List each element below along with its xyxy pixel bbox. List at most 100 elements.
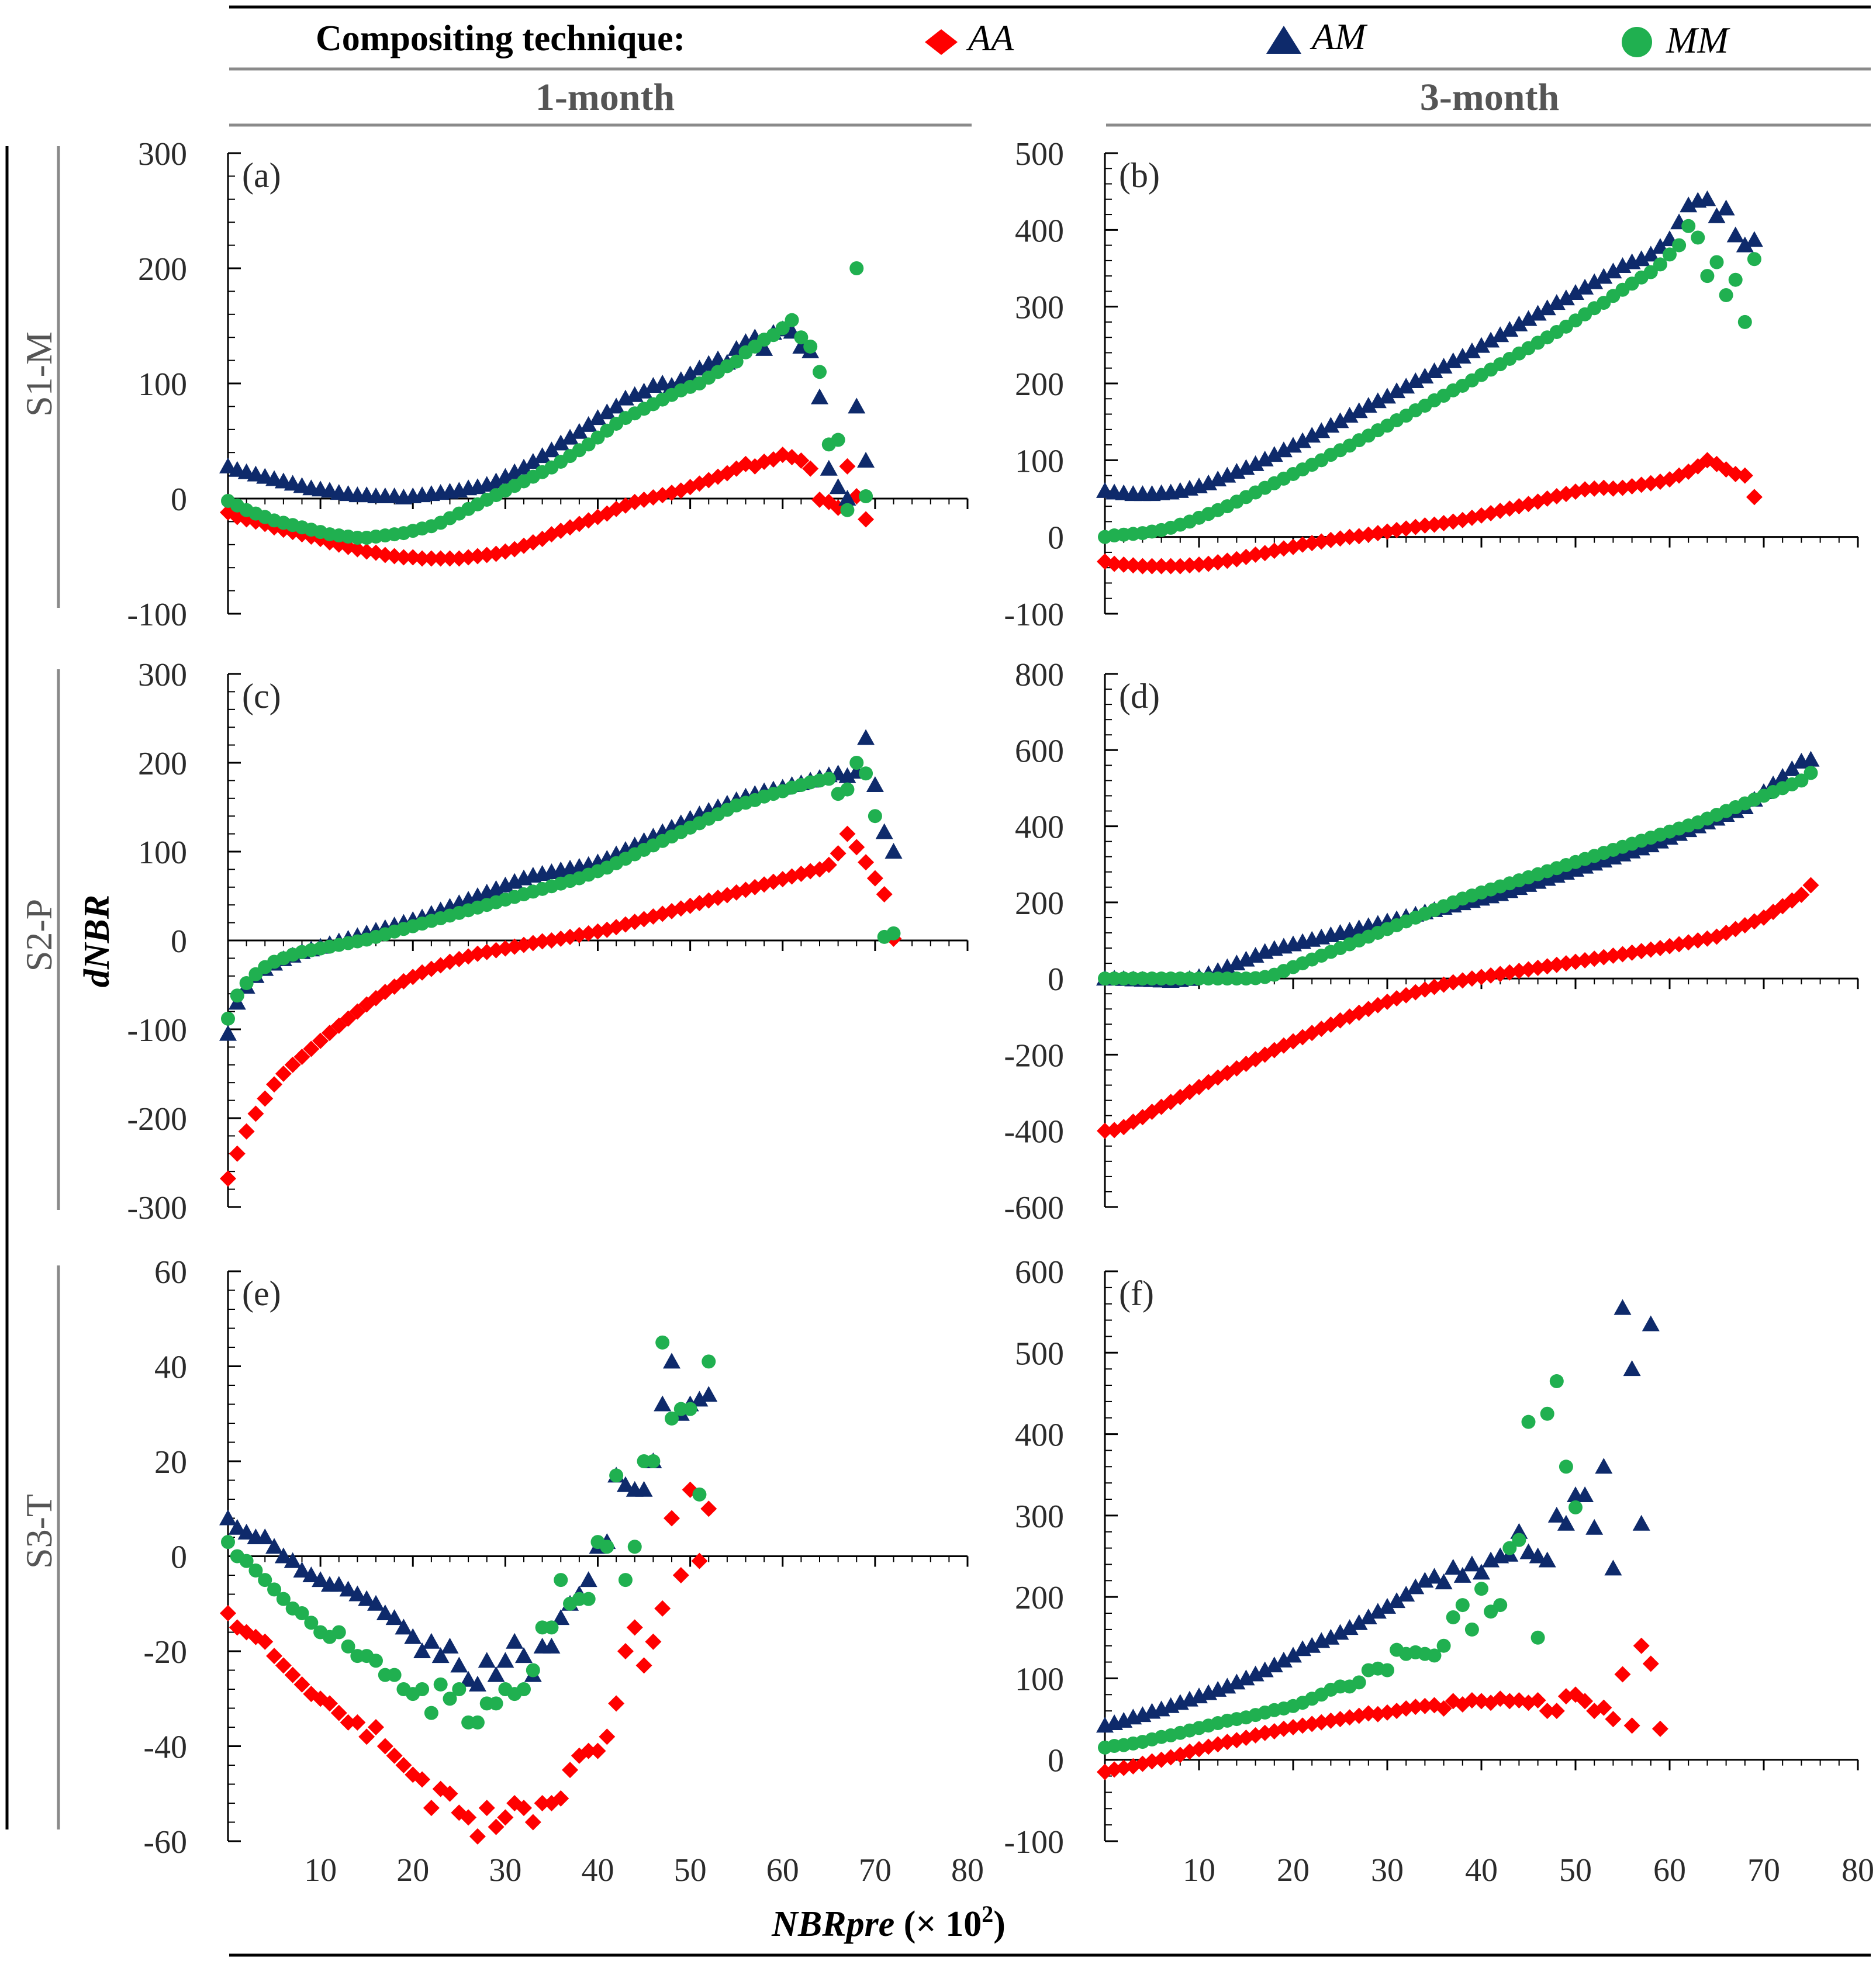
data-point-am — [265, 1538, 284, 1554]
y-tick-label: -400 — [1004, 1114, 1064, 1150]
data-point-mm — [248, 1563, 263, 1578]
data-point-aa — [1435, 1700, 1452, 1717]
data-point-aa — [1595, 479, 1612, 496]
data-point-mm — [1549, 1374, 1564, 1389]
x-axis-label: NBRpre (× 102) — [771, 1901, 1006, 1944]
data-point-mm — [1568, 1500, 1583, 1514]
data-point-am — [256, 1528, 274, 1544]
legend-item-am: AM — [1266, 16, 1368, 57]
data-point-am — [1642, 1315, 1660, 1331]
y-tick-label: 300 — [138, 657, 187, 693]
data-point-aa — [423, 1800, 440, 1817]
data-point-am — [496, 468, 514, 484]
data-point-am — [1256, 1661, 1274, 1678]
data-point-am — [579, 416, 597, 432]
data-point-aa — [1605, 480, 1622, 497]
data-point-am — [552, 434, 570, 451]
data-point-aa — [562, 1762, 579, 1779]
data-point-am — [589, 409, 607, 426]
data-point-am — [431, 1647, 450, 1663]
data-point-aa — [312, 1032, 329, 1049]
data-point-am — [1708, 207, 1726, 223]
data-point-mm — [554, 1573, 568, 1588]
y-tick-label: 200 — [138, 251, 187, 288]
data-point-aa — [395, 1757, 412, 1773]
data-point-am — [422, 1633, 440, 1649]
data-point-am — [1529, 305, 1547, 321]
data-point-mm — [1681, 219, 1696, 233]
data-point-mm — [1427, 1648, 1442, 1663]
data-point-aa — [820, 856, 837, 873]
data-point-aa — [664, 1510, 680, 1527]
y-tick-label: 0 — [1048, 520, 1064, 556]
data-point-am — [654, 1395, 672, 1412]
data-point-aa — [1416, 517, 1433, 534]
data-point-aa — [1736, 467, 1753, 484]
x-tick-label: 20 — [396, 1852, 429, 1889]
y-tick-label: -60 — [143, 1824, 187, 1860]
data-point-am — [663, 1353, 680, 1369]
x-tick-label: 20 — [1277, 1852, 1310, 1889]
series-am — [1096, 190, 1763, 502]
data-point-am — [219, 457, 237, 473]
series-mm — [221, 756, 901, 1026]
data-point-aa — [608, 1695, 625, 1712]
series-am — [219, 1353, 718, 1692]
data-point-mm — [1719, 288, 1733, 302]
data-point-am — [1312, 422, 1331, 438]
data-point-am — [1322, 1628, 1340, 1645]
data-point-aa — [321, 1695, 338, 1712]
data-point-mm — [1455, 1598, 1470, 1613]
data-point-aa — [1605, 1711, 1622, 1728]
data-point-mm — [785, 313, 799, 327]
data-point-am — [237, 1523, 255, 1540]
y-tick-label: 800 — [1015, 657, 1064, 693]
data-point-aa — [441, 550, 458, 567]
panel-d: -600 -400 -200 0 200 400 600 800 (d) — [1004, 657, 1859, 1226]
data-point-am — [348, 1585, 367, 1602]
y-tick-label: 60 — [154, 1254, 187, 1291]
x-tick-label: 70 — [1747, 1852, 1780, 1889]
data-point-am — [616, 1476, 634, 1492]
data-point-mm — [1474, 1582, 1488, 1596]
data-point-mm — [886, 926, 901, 940]
y-tick-label: 0 — [171, 482, 187, 518]
data-point-am — [607, 397, 626, 414]
data-point-aa — [1548, 1703, 1565, 1720]
data-point-mm — [424, 1706, 438, 1720]
data-point-am — [570, 423, 588, 439]
data-point-mm — [415, 1682, 430, 1696]
data-point-am — [1783, 760, 1801, 776]
data-point-am — [1717, 199, 1735, 216]
data-point-am — [1614, 1299, 1632, 1315]
data-point-am — [1802, 750, 1820, 767]
data-point-am — [1510, 315, 1528, 331]
data-point-am — [1359, 1608, 1377, 1624]
data-point-am — [460, 1671, 478, 1687]
y-tick-label: 20 — [154, 1444, 187, 1481]
series-mm — [1098, 766, 1818, 986]
data-point-am — [1547, 294, 1566, 310]
data-point-am — [1745, 231, 1763, 247]
legend-am-label: AM — [1310, 16, 1368, 57]
series-mm — [1098, 1374, 1583, 1755]
data-point-aa — [858, 854, 875, 871]
data-point-mm — [729, 354, 744, 369]
data-point-aa — [848, 839, 865, 856]
data-point-mm — [452, 1682, 467, 1696]
data-point-mm — [831, 433, 845, 447]
data-point-mm — [1691, 230, 1705, 245]
data-point-am — [1350, 1614, 1368, 1630]
data-point-mm — [387, 1668, 402, 1682]
data-point-am — [1265, 446, 1283, 462]
y-tick-label: 400 — [1015, 1417, 1064, 1454]
data-point-aa — [220, 1170, 236, 1187]
data-point-mm — [813, 365, 827, 379]
data-point-aa — [1802, 877, 1819, 894]
data-point-mm — [840, 503, 855, 517]
y-tick-label: 100 — [1015, 443, 1064, 479]
data-point-aa — [386, 1747, 403, 1764]
x-tick-label: 50 — [674, 1852, 707, 1889]
y-axis-label: dNBR — [77, 895, 117, 987]
y-tick-label: 100 — [138, 366, 187, 403]
